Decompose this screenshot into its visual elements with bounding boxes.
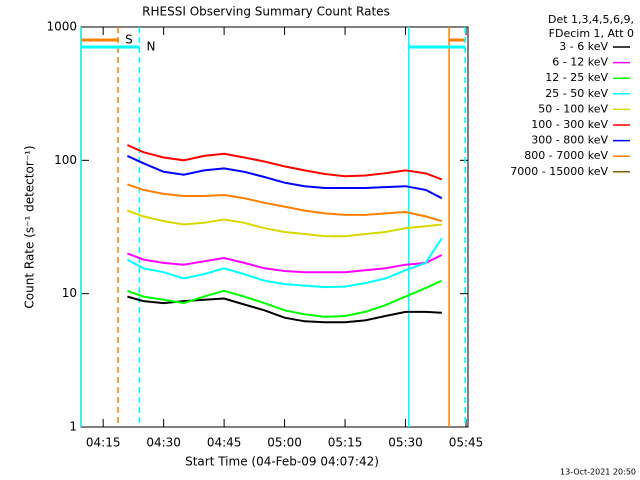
x-axis-label: Start Time (04-Feb-09 04:07:42) (185, 455, 379, 469)
legend-label: 7000 - 15000 keV (510, 165, 608, 178)
x-tick-label: 05:30 (388, 436, 423, 450)
series-line (127, 183, 443, 223)
footer: 13-Oct-2021 20:50 (560, 468, 636, 477)
y-tick-label: 100 (54, 153, 77, 167)
x-tick-label: 05:00 (267, 436, 302, 450)
legend-label: 3 - 6 keV (559, 40, 608, 53)
series-line (126, 154, 443, 200)
series-line (127, 279, 443, 318)
series-line (126, 237, 443, 289)
legend-label: 50 - 100 keV (538, 102, 608, 115)
legend-label: 6 - 12 keV (552, 56, 608, 69)
x-tick-label: 04:30 (146, 436, 181, 450)
y-tick-label: 1000 (46, 20, 77, 34)
legend-label: 300 - 800 keV (531, 134, 608, 147)
y-tick-label: 10 (62, 286, 77, 300)
x-tick-label: 05:45 (449, 436, 484, 450)
x-tick-label: 04:15 (86, 436, 121, 450)
legend-label: 12 - 25 keV (545, 71, 608, 84)
y-tick-label: 1 (69, 420, 77, 434)
x-tick-label: 04:45 (207, 436, 242, 450)
legend-header: Det 1,3,4,5,6,9, (548, 13, 634, 26)
chart-title: RHESSI Observing Summary Count Rates (142, 5, 390, 19)
interval-label: N (146, 40, 155, 54)
series-line (127, 209, 442, 238)
interval-label: S (125, 33, 133, 47)
x-tick-label: 05:15 (328, 436, 363, 450)
y-axis-label: Count Rate (s⁻¹ detector⁻¹) (23, 145, 37, 308)
legend-header: FDecim 1, Att 0 (549, 27, 634, 40)
legend-label: 100 - 300 keV (531, 118, 608, 131)
series-line (127, 252, 443, 274)
series-line (126, 144, 443, 181)
legend-label: 25 - 50 keV (545, 87, 608, 100)
legend-label: 800 - 7000 keV (524, 149, 608, 162)
